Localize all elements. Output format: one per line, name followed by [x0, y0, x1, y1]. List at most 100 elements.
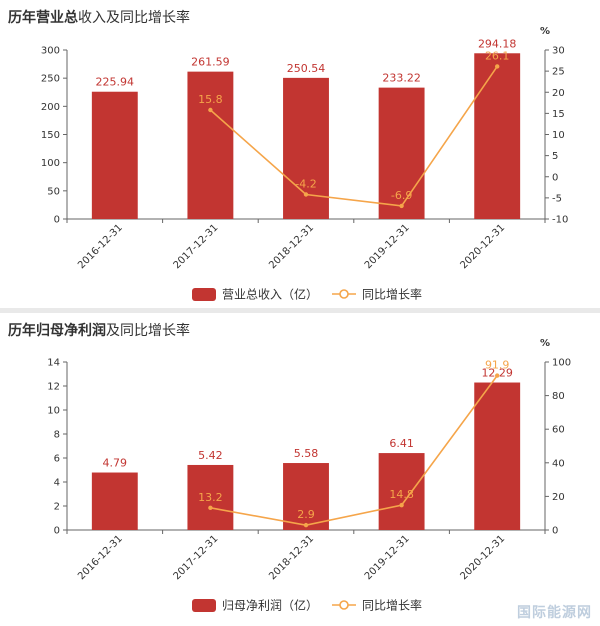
y-tick-label: 2: [54, 502, 60, 513]
x-tick-label: 2020-12-31: [458, 533, 507, 582]
bar-value-label: 225.94: [96, 76, 135, 89]
bar: [91, 91, 138, 219]
y2-unit-label: %: [540, 338, 550, 349]
watermark-logo: 国际能源网: [517, 605, 592, 621]
y2-tick-label: 25: [552, 67, 565, 78]
growth-rate-label: 91.9: [485, 359, 510, 372]
y2-tick-label: 60: [552, 425, 565, 436]
y2-tick-label: 20: [552, 492, 565, 503]
bar: [187, 464, 234, 530]
growth-rate-point: [303, 522, 309, 528]
legend-bar-label: 营业总收入（亿）: [222, 287, 318, 302]
growth-rate-label: 13.2: [198, 491, 223, 504]
x-tick-label: 2020-12-31: [458, 222, 507, 271]
x-tick-label: 2018-12-31: [267, 222, 316, 271]
growth-rate-line: [209, 66, 498, 207]
y2-tick-label: 5: [552, 151, 558, 162]
net-profit-chart-panel: 历年归母净利润及同比增长率 0 2 4 6 8 10 12 14 0 20 40 60 80 100% 20…: [0, 313, 600, 626]
growth-rate-point: [208, 107, 213, 113]
bar: [283, 77, 329, 220]
bar-value-label: 5.42: [198, 449, 223, 462]
bar: [187, 71, 234, 219]
bar-value-label: 4.79: [103, 457, 128, 470]
y2-tick-label: 20: [552, 88, 565, 99]
y-tick-label: 0: [54, 215, 60, 226]
y-tick-label: 14: [47, 358, 60, 369]
y2-tick-label: -5: [552, 193, 562, 204]
legend-line-marker: [339, 289, 349, 299]
y2-tick-label: 30: [552, 46, 565, 57]
y2-tick-label: 0: [552, 172, 558, 183]
bar: [474, 53, 521, 220]
growth-rate-point: [495, 64, 500, 69]
legend-line-marker: [339, 600, 349, 610]
legend-bar-swatch: [192, 288, 216, 301]
chart-title: 历年归母净利润及同比增长率: [8, 320, 190, 340]
y-tick-label: 100: [41, 158, 60, 169]
bar-value-label: 233.22: [382, 72, 421, 85]
net-profit-chart-svg: 0 2 4 6 8 10 12 14 0 20 40 60 80 100% 2016-12-31 2017-1…: [47, 338, 571, 613]
growth-rate-label: 2.9: [297, 508, 315, 521]
y-tick-label: 10: [47, 406, 60, 417]
x-tick-label: 2019-12-31: [363, 222, 412, 271]
y2-tick-label: 10: [552, 130, 565, 141]
y-tick-label: 150: [41, 130, 60, 141]
bar-value-label: 261.59: [191, 56, 230, 69]
y2-tick-label: 100: [552, 358, 571, 369]
y-tick-label: 4: [54, 478, 60, 489]
bar-value-label: 12.29: [481, 367, 513, 380]
x-tick-label: 2017-12-31: [172, 533, 221, 582]
y-tick-label: 6: [54, 454, 60, 465]
y-tick-label: 0: [54, 526, 60, 537]
x-tick-label: 2018-12-31: [267, 533, 316, 582]
y-tick-label: 8: [54, 430, 60, 441]
bar-value-label: 250.54: [287, 62, 326, 75]
y-tick-label: 12: [47, 382, 60, 393]
revenue-chart-svg: 0 50 100 150 200 250 300 -10 -5 0 5 10 15 20 25 30% 2016…: [41, 26, 568, 302]
growth-rate-point: [399, 203, 404, 209]
bar: [283, 463, 329, 530]
bar: [474, 382, 521, 530]
legend-line-label: 同比增长率: [362, 598, 422, 613]
x-tick-label: 2017-12-31: [172, 222, 221, 271]
bar: [378, 453, 425, 530]
legend: 归母净利润（亿） 同比增长率: [192, 598, 422, 613]
bar-value-label: 294.18: [478, 37, 517, 50]
growth-rate-line: [210, 375, 498, 526]
chart-title: 历年营业总收入及同比增长率: [8, 7, 190, 27]
legend-bar-label: 归母净利润（亿）: [222, 598, 318, 613]
bar: [91, 472, 138, 530]
chart-title-rest: 收入及同比增长率: [78, 10, 190, 26]
y2-tick-label: 40: [552, 458, 565, 469]
y2-tick-label: 80: [552, 391, 565, 402]
bar-value-label: 5.58: [294, 447, 319, 460]
chart-title-bold: 历年归母净利润: [8, 323, 106, 339]
y-tick-label: 250: [41, 74, 60, 85]
legend: 营业总收入（亿） 同比增长率: [192, 287, 422, 302]
y-tick-label: 50: [47, 186, 60, 197]
y-tick-label: 200: [41, 102, 60, 113]
growth-rate-label: 14.8: [389, 488, 414, 501]
y2-tick-label: 15: [552, 109, 565, 120]
y-tick-label: 300: [41, 46, 60, 57]
y2-unit-label: %: [540, 26, 550, 37]
x-tick-label: 2019-12-31: [363, 533, 412, 582]
bar-value-label: 6.41: [389, 437, 414, 450]
chart-title-bold: 历年营业总: [8, 10, 78, 26]
x-tick-label: 2016-12-31: [76, 222, 125, 271]
bar: [378, 87, 425, 219]
growth-rate-label: 26.1: [485, 49, 510, 62]
legend-bar-swatch: [192, 599, 216, 612]
y2-tick-label: -10: [552, 215, 568, 226]
growth-rate-point: [303, 192, 309, 197]
legend-line-label: 同比增长率: [362, 287, 422, 302]
growth-rate-label: -6.9: [391, 189, 412, 202]
y2-tick-label: 0: [552, 526, 558, 537]
growth-rate-label: 15.8: [198, 93, 223, 106]
x-tick-label: 2016-12-31: [76, 533, 125, 582]
chart-title-rest: 及同比增长率: [106, 323, 190, 339]
growth-rate-label: -4.2: [295, 177, 316, 190]
growth-rate-point: [399, 502, 404, 508]
revenue-chart-panel: 历年营业总收入及同比增长率 0 50 100 150 200 250 300 -10 -5 0 5 1…: [0, 0, 600, 308]
growth-rate-point: [495, 373, 500, 378]
